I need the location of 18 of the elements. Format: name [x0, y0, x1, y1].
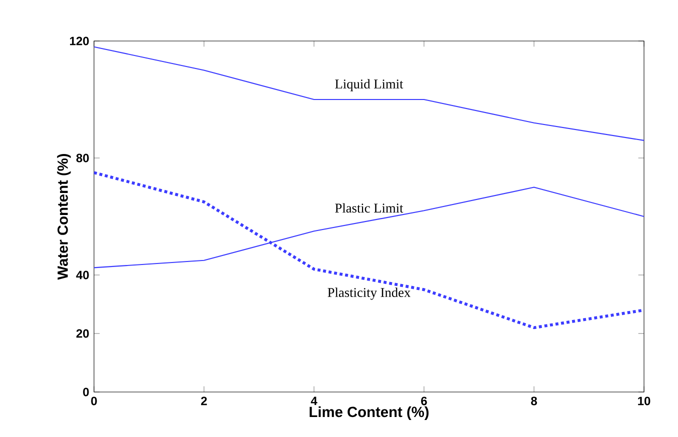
- series-label: Plastic Limit: [335, 203, 404, 213]
- y-tick-label: 120: [70, 36, 89, 46]
- y-tick-label: 80: [76, 154, 89, 162]
- x-tick-label: 8: [531, 396, 537, 406]
- x-tick-label: 10: [638, 396, 650, 406]
- y-tick-label: 0: [83, 388, 89, 396]
- x-tick-label: 4: [310, 396, 318, 405]
- x-tick-label: 2: [201, 396, 207, 406]
- series-label: Plasticity Index: [328, 288, 410, 300]
- series-label: Liquid Limit: [335, 79, 404, 92]
- y-tick-label: 20: [76, 329, 89, 338]
- y-axis-title: Water Content (%): [57, 154, 71, 280]
- y-tick-label: 40: [76, 270, 89, 280]
- line-series: [94, 46, 644, 141]
- x-axis-title: Lime Content (%): [310, 406, 429, 420]
- x-tick-label: 6: [421, 396, 427, 406]
- x-tick-label: 0: [91, 396, 97, 406]
- line-series: [94, 171, 644, 330]
